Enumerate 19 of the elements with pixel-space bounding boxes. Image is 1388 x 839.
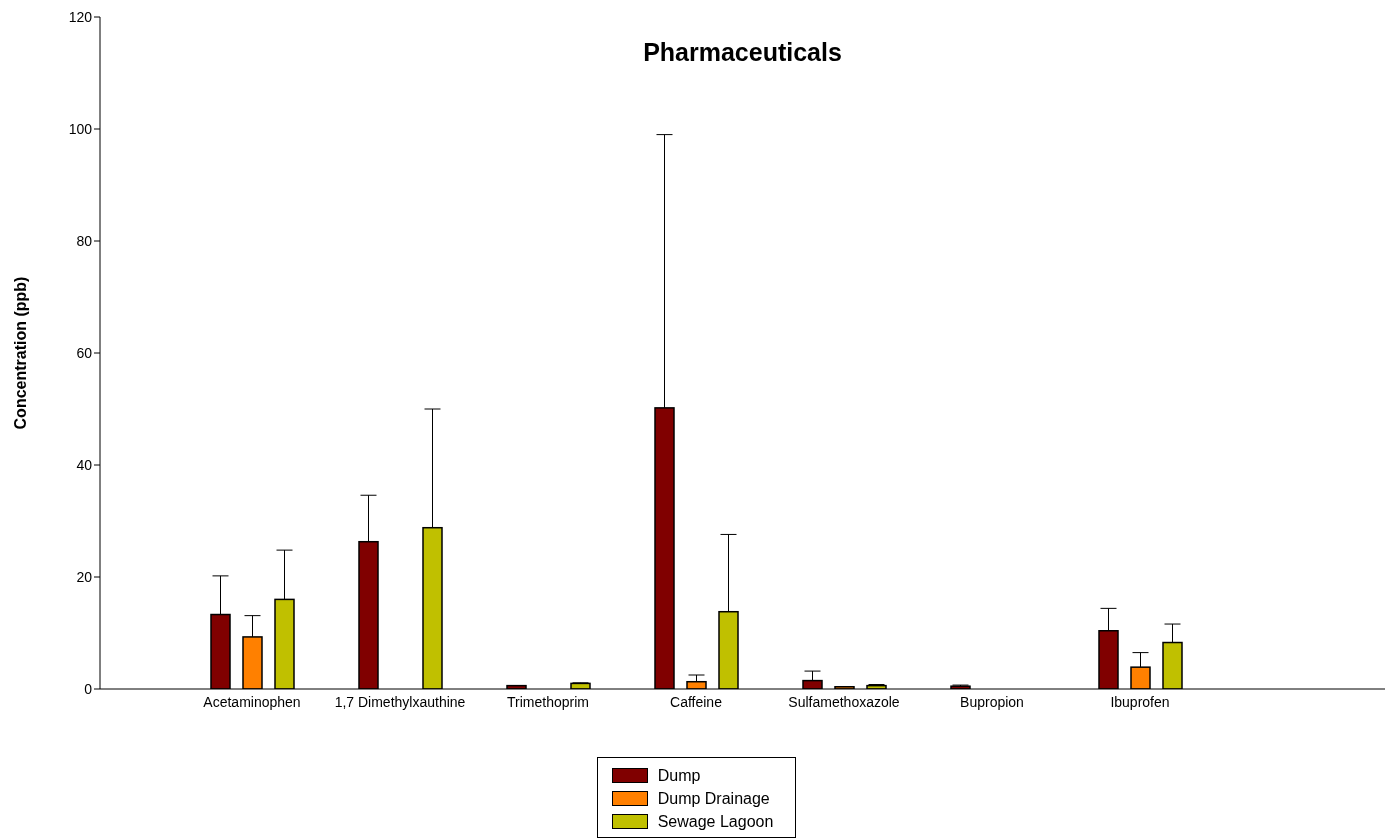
x-tick-label: Caffeine xyxy=(670,693,723,710)
x-tick-label: 1,7 Dimethylxauthine xyxy=(334,693,466,710)
y-tick-label: 20 xyxy=(76,568,93,585)
legend-label: Sewage Lagoon xyxy=(657,812,774,831)
x-tick-label: Trimethoprim xyxy=(507,693,589,710)
y-tick-label: 0 xyxy=(84,680,93,697)
y-axis-title: Concentration (ppb) xyxy=(11,276,29,430)
x-tick-label: Acetaminophen xyxy=(203,693,301,710)
legend-label: Dump xyxy=(657,766,701,785)
y-tick-label: 40 xyxy=(76,456,93,473)
y-tick-label: 100 xyxy=(68,120,93,137)
y-tick-label: 120 xyxy=(68,8,93,25)
y-tick-label: 80 xyxy=(76,232,93,249)
legend-label: Dump Drainage xyxy=(657,789,770,808)
text: Pharmaceuticals xyxy=(642,38,843,67)
x-tick-label: Ibuprofen xyxy=(1110,693,1170,710)
x-tick-label: Sulfamethoxazole xyxy=(788,693,900,710)
x-tick-label: Bupropion xyxy=(960,693,1024,710)
y-tick-label: 60 xyxy=(76,344,93,361)
